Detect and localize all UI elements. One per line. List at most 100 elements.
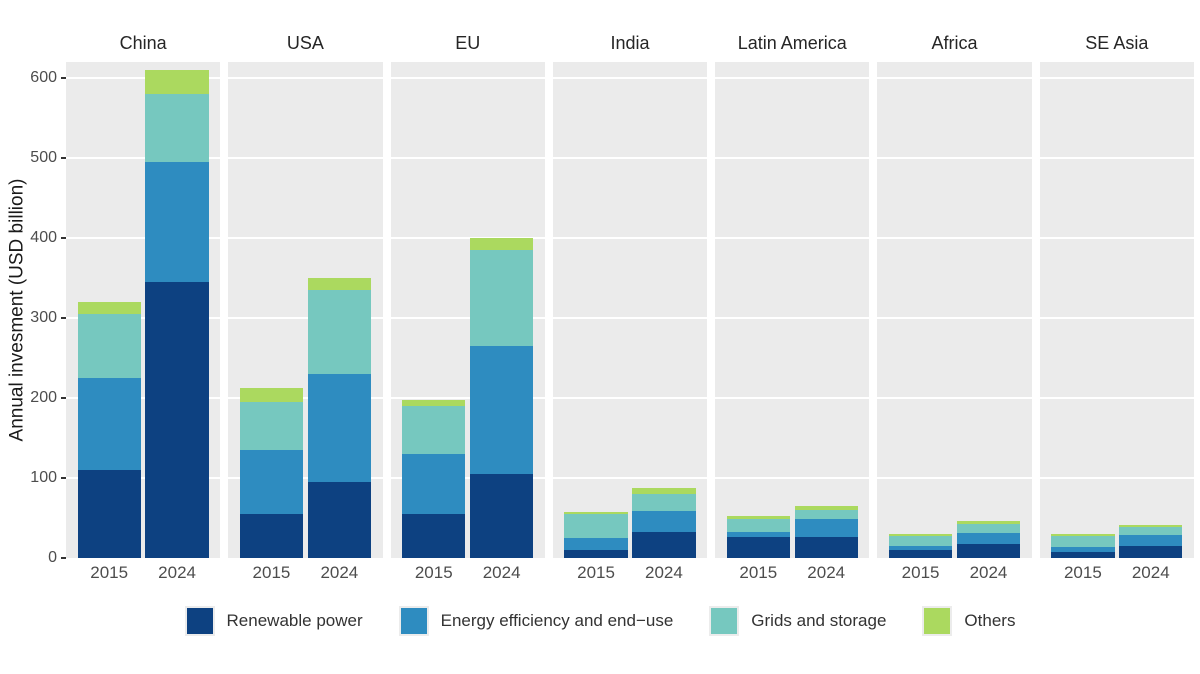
legend-item-renewable-power: Renewable power	[184, 606, 363, 636]
gridline-100	[715, 477, 870, 479]
x-tick-label-2024: 2024	[482, 563, 521, 582]
bar-se-asia-2024	[1119, 525, 1183, 558]
gridline-300	[552, 317, 708, 319]
x-axis-labels: 2015 2024	[553, 558, 707, 588]
gridline-400	[390, 237, 545, 239]
bar-segment-grids-and-storage	[77, 314, 141, 378]
bar-segment-grids-and-storage	[888, 535, 953, 546]
x-axis-labels: 2015 2024	[391, 558, 545, 588]
bar-segment-grids-and-storage	[307, 290, 371, 374]
bar-segment-renewable-power	[239, 514, 304, 558]
legend-swatch-others	[922, 606, 953, 636]
x-axis-labels: 2015 2024	[715, 558, 869, 588]
bar-segment-renewable-power	[402, 514, 466, 558]
gridline-600	[1039, 77, 1194, 79]
legend-item-energy-efficiency-and-end-use: Energy efficiency and end−use	[398, 606, 673, 636]
plot-area: 0 100 200 300 400 500 600 China 2015 2024 USA 2015…	[30, 0, 1194, 588]
bar-segment-energy-efficiency-and-end-use	[239, 450, 304, 514]
bar-segment-energy-efficiency-and-end-use	[726, 532, 790, 538]
facet-title: SE Asia	[1085, 33, 1149, 53]
bar-segment-grids-and-storage	[145, 94, 209, 162]
y-axis-title-wrap: Annual invesment (USD billion)	[0, 62, 34, 558]
bar-africa-2015	[888, 534, 953, 558]
gridline-600	[715, 77, 870, 79]
gridline-100	[1039, 477, 1194, 479]
y-tick-0: 0	[48, 549, 66, 567]
bar-segment-energy-efficiency-and-end-use	[888, 546, 953, 550]
y-tick-label: 500	[30, 149, 57, 166]
bar-segment-grids-and-storage	[632, 494, 696, 511]
gridline-600	[228, 77, 383, 79]
bar-latin-america-2015	[726, 515, 790, 558]
bar-segment-energy-efficiency-and-end-use	[794, 518, 858, 538]
facet-title: USA	[286, 33, 324, 53]
x-tick-label-2024: 2024	[807, 563, 846, 582]
x-tick-label-2024: 2024	[158, 563, 196, 582]
bar-segment-energy-efficiency-and-end-use	[1051, 546, 1115, 552]
bar-segment-others	[1119, 525, 1183, 527]
bar-se-asia-2015	[1051, 534, 1115, 558]
legend-swatch-renewable-power	[184, 606, 215, 636]
facet-panel	[552, 62, 708, 558]
bar-segment-renewable-power	[888, 550, 953, 558]
facet-panel	[390, 62, 545, 558]
x-tick-label-2015: 2015	[90, 563, 129, 582]
bar-eu-2024	[470, 238, 534, 558]
y-tick-600: 600	[30, 69, 66, 87]
y-tick-mark	[61, 317, 66, 319]
bar-segment-energy-efficiency-and-end-use	[956, 533, 1021, 545]
x-tick-label-2024: 2024	[320, 563, 359, 582]
y-tick-mark	[61, 477, 66, 479]
bar-segment-others	[888, 534, 953, 536]
legend-item-grids-and-storage: Grids and storage	[709, 606, 886, 636]
bar-segment-grids-and-storage	[956, 523, 1021, 534]
y-tick-label: 0	[48, 549, 57, 566]
facet-se-asia: SE Asia 2015 2024	[1039, 0, 1194, 588]
x-axis-labels: 2015 2024	[877, 558, 1031, 588]
y-tick-200: 200	[30, 389, 66, 407]
y-axis: 0 100 200 300 400 500 600	[30, 0, 66, 588]
gridline-400	[228, 237, 383, 239]
facet-africa: Africa 2015 2024	[877, 0, 1032, 588]
gridline-200	[390, 397, 545, 399]
y-tick-mark	[61, 557, 66, 559]
bar-segment-others	[77, 302, 141, 314]
bar-segment-energy-efficiency-and-end-use	[77, 378, 141, 470]
gridline-100	[552, 477, 708, 479]
bar-segment-renewable-power	[470, 474, 534, 558]
facet-title: China	[119, 33, 167, 53]
y-tick-label: 600	[30, 69, 57, 86]
gridline-100	[877, 477, 1032, 479]
x-tick-label-2015: 2015	[739, 563, 778, 582]
bar-segment-others	[145, 70, 209, 94]
gridline-100	[66, 477, 221, 479]
bar-segment-others	[307, 278, 371, 290]
bar-segment-grids-and-storage	[564, 514, 628, 538]
facet-title: Africa	[931, 33, 978, 53]
facet-title: India	[610, 33, 650, 53]
legend-swatch-energy-efficiency-and-end-use	[398, 606, 429, 636]
bar-segment-renewable-power	[564, 550, 628, 558]
legend-swatch-grids-and-storage	[709, 606, 740, 636]
gridline-200	[877, 397, 1032, 399]
gridline-300	[228, 317, 383, 319]
bar-segment-renewable-power	[726, 537, 790, 558]
gridline-200	[715, 397, 870, 399]
bar-eu-2015	[402, 400, 466, 558]
gridline-500	[877, 157, 1032, 159]
y-tick-label: 400	[30, 229, 57, 246]
y-tick-mark	[61, 77, 66, 79]
y-tick-label: 300	[30, 309, 57, 326]
gridline-500	[715, 157, 870, 159]
bar-china-2024	[145, 70, 209, 558]
gridline-300	[715, 317, 870, 319]
x-tick-label-2015: 2015	[414, 563, 453, 582]
bar-segment-grids-and-storage	[1051, 536, 1115, 547]
bar-segment-others	[1051, 534, 1115, 537]
bar-segment-energy-efficiency-and-end-use	[564, 538, 628, 550]
bar-segment-grids-and-storage	[470, 250, 534, 346]
bar-segment-grids-and-storage	[794, 510, 858, 519]
bar-segment-energy-efficiency-and-end-use	[632, 510, 696, 533]
gridline-400	[552, 237, 708, 239]
